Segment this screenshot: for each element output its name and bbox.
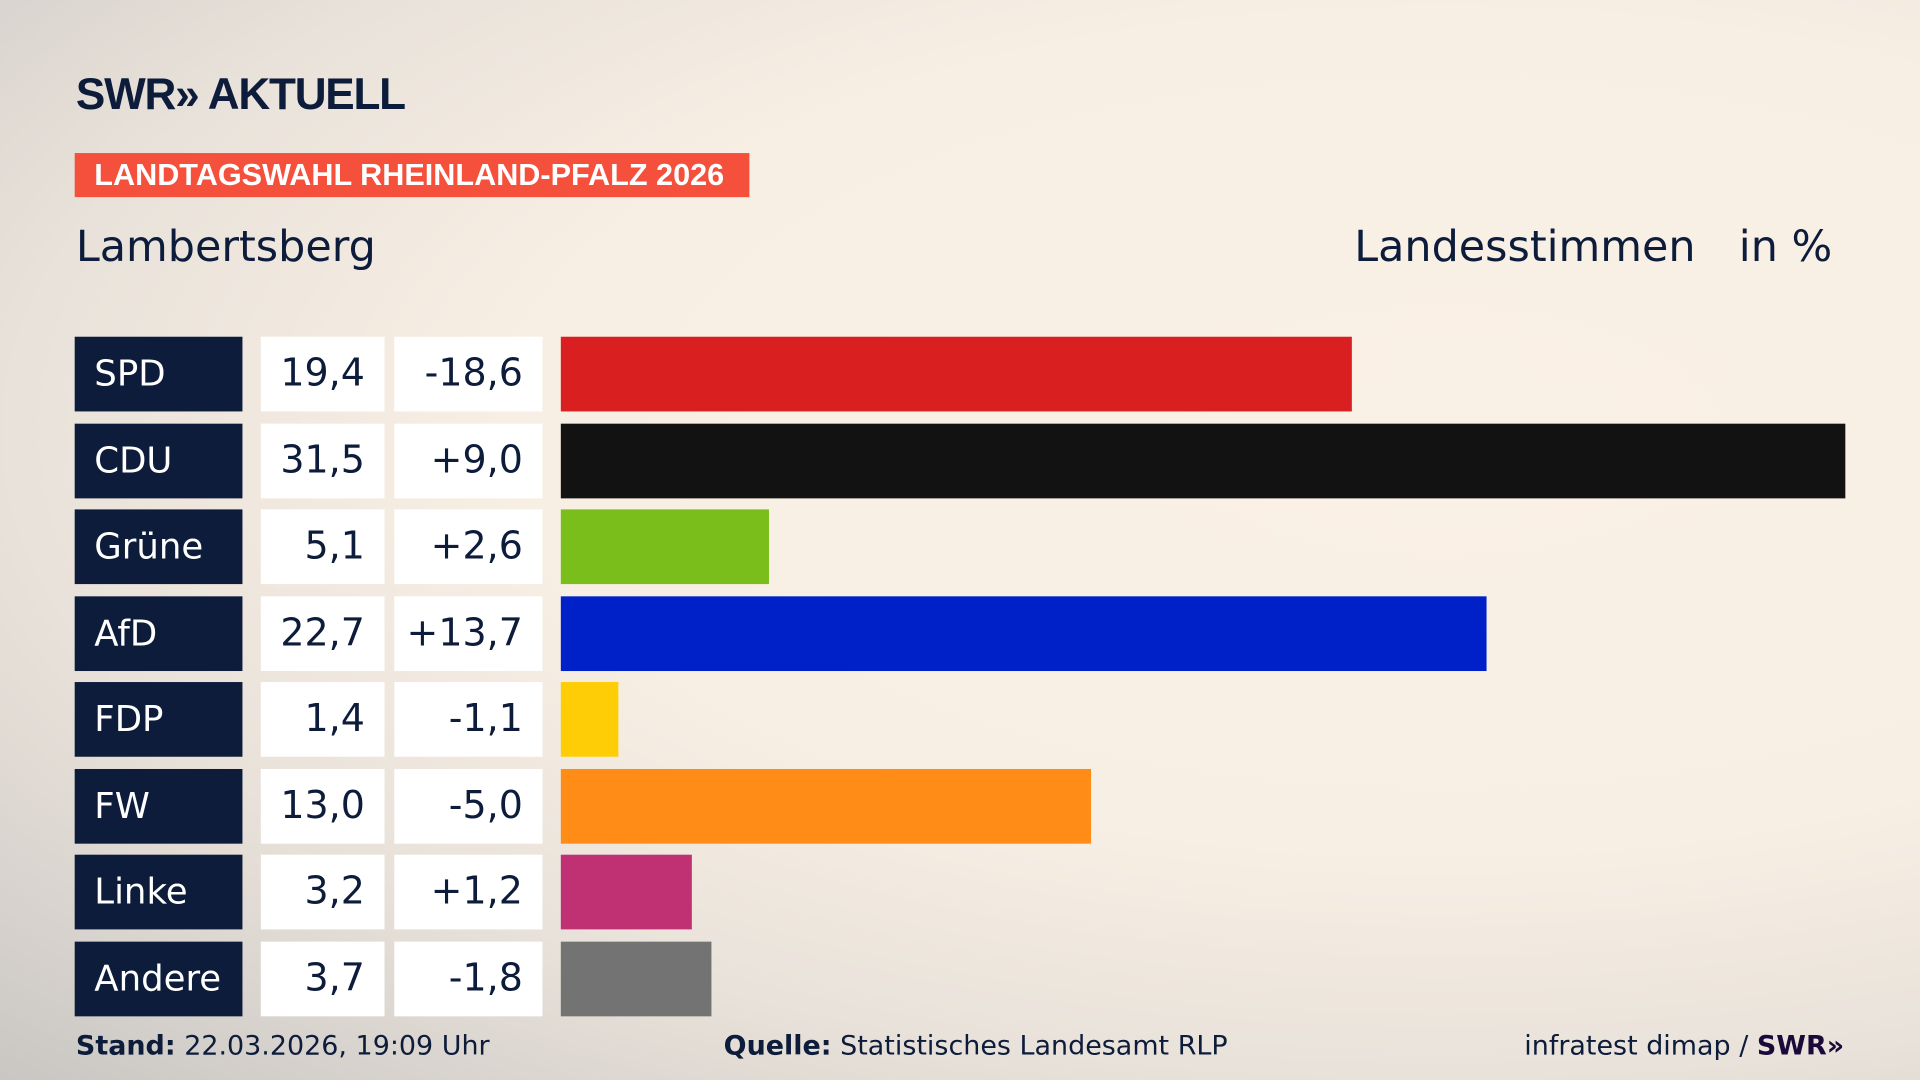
stand-label: Stand: xyxy=(75,1031,176,1062)
metric-label: Landesstimmen xyxy=(1354,222,1696,272)
source-label: Quelle: xyxy=(723,1031,832,1062)
vote-share: 19,4 xyxy=(260,336,385,412)
bar-afd xyxy=(560,595,1487,671)
credit: infratest dimap / SWR» xyxy=(1524,1031,1844,1062)
unit-label: in % xyxy=(1738,222,1833,272)
party-name: CDU xyxy=(74,423,243,498)
party-name: Linke xyxy=(74,854,243,930)
election-banner: LANDTAGSWAHL RHEINLAND-PFALZ 2026 xyxy=(74,153,750,198)
party-name: FW xyxy=(74,768,243,844)
bar-fdp xyxy=(560,682,618,757)
swr-aktuell-logo: SWR» AKTUELL xyxy=(75,68,406,119)
vote-change: -5,0 xyxy=(394,768,543,844)
vote-share: 1,4 xyxy=(260,682,385,757)
bar-grüne xyxy=(560,509,769,585)
vote-change: +1,2 xyxy=(394,854,543,930)
vote-change: +9,0 xyxy=(394,423,543,498)
vote-share: 13,0 xyxy=(260,768,385,844)
credit-text: infratest dimap / xyxy=(1524,1031,1757,1062)
region-title: Lambertsberg xyxy=(75,222,376,272)
vote-share: 3,2 xyxy=(260,854,385,930)
vote-change: -1,1 xyxy=(394,682,543,757)
vote-change: -18,6 xyxy=(394,336,543,412)
stand-value: 22.03.2026, 19:09 Uhr xyxy=(184,1031,490,1062)
vote-share: 5,1 xyxy=(260,509,385,585)
source: Quelle: Statistisches Landesamt RLP xyxy=(724,1031,1228,1062)
vote-share: 3,7 xyxy=(260,941,385,1016)
bar-fw xyxy=(560,768,1091,844)
party-name: FDP xyxy=(74,682,243,757)
timestamp: Stand: 22.03.2026, 19:09 Uhr xyxy=(76,1031,490,1062)
party-name: AfD xyxy=(74,595,243,671)
bar-andere xyxy=(560,941,712,1016)
party-name: Grüne xyxy=(74,509,243,585)
vote-change: +13,7 xyxy=(394,595,543,671)
party-name: SPD xyxy=(74,336,243,412)
vote-change: +2,6 xyxy=(394,509,543,585)
swr-logo: SWR» xyxy=(1756,1031,1845,1062)
source-value: Statistisches Landesamt RLP xyxy=(840,1031,1228,1062)
bar-cdu xyxy=(560,423,1846,498)
vote-change: -1,8 xyxy=(394,941,543,1016)
vote-share: 22,7 xyxy=(260,595,385,671)
vote-share: 31,5 xyxy=(260,423,385,498)
bar-linke xyxy=(560,854,692,930)
party-name: Andere xyxy=(74,941,243,1016)
bar-spd xyxy=(560,336,1352,412)
